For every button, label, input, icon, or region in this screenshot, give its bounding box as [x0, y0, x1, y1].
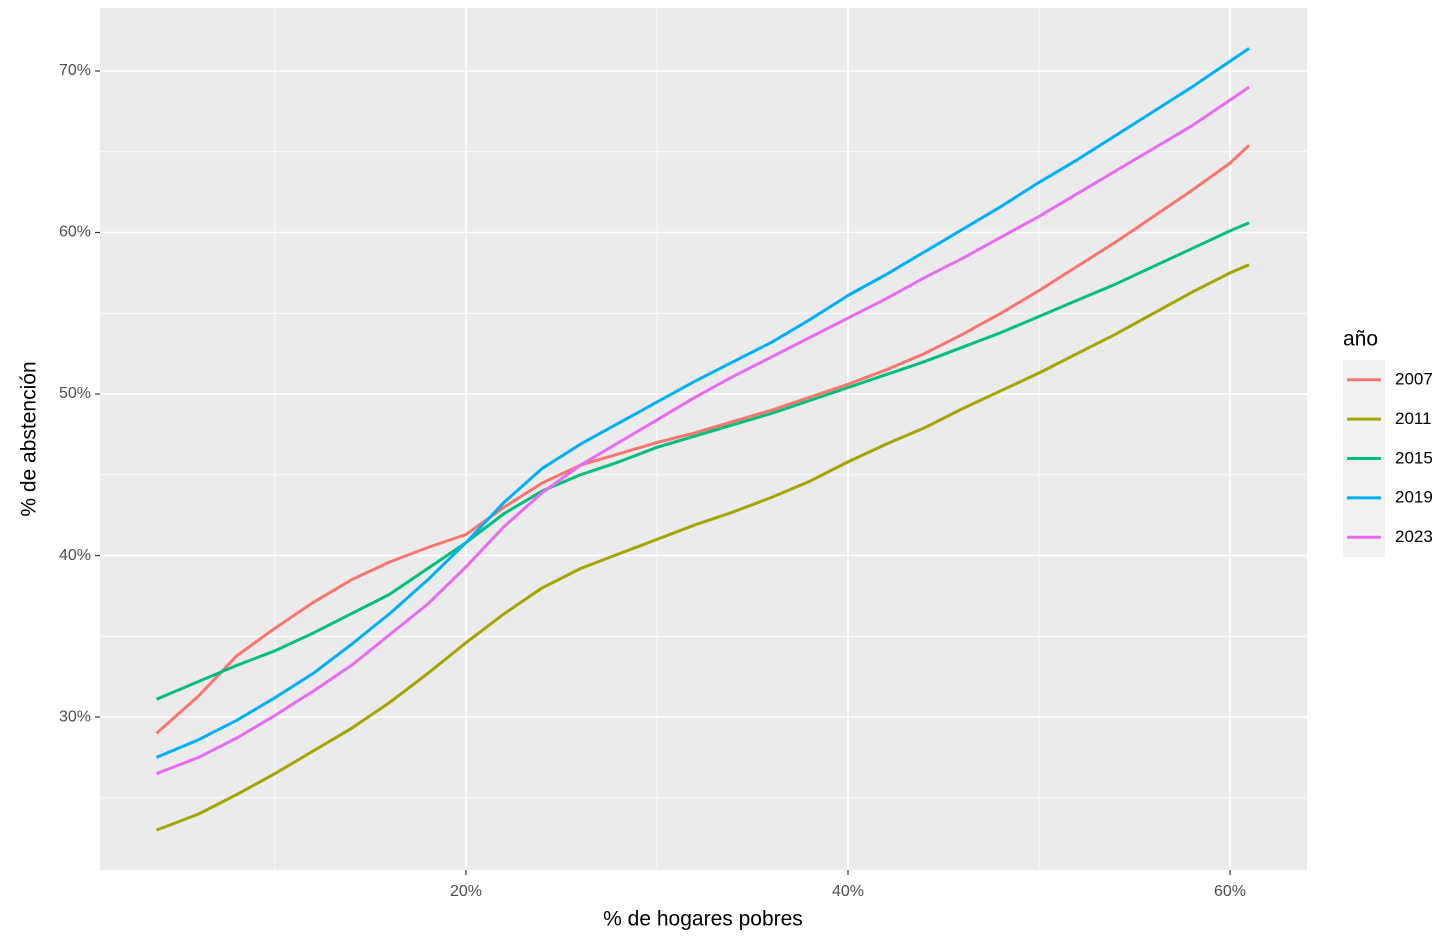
y-tick-label: 70% — [59, 62, 91, 79]
panel — [100, 8, 1307, 870]
line-series — [155, 144, 1251, 735]
line-series — [155, 263, 1250, 832]
y-tick-label: 40% — [59, 547, 91, 564]
legend-label: 2007 — [1395, 369, 1433, 388]
x-axis-title: % de hogares pobres — [603, 908, 803, 931]
line-series — [155, 221, 1250, 701]
x-tick-label: 20% — [450, 883, 482, 900]
y-tick-label: 60% — [59, 224, 91, 241]
legend-label: 2019 — [1395, 488, 1433, 507]
y-axis-title: % de abstención — [18, 361, 41, 516]
y-tick-label: 50% — [59, 385, 91, 402]
legend-label: 2023 — [1395, 527, 1433, 546]
legend-label: 2015 — [1395, 448, 1433, 467]
x-tick-label: 40% — [832, 883, 864, 900]
line-series — [155, 85, 1250, 775]
line-series — [155, 47, 1250, 759]
legend-label: 2011 — [1395, 409, 1432, 428]
x-tick-label: 60% — [1214, 883, 1246, 900]
legend-title: año — [1343, 328, 1378, 351]
y-tick-label: 30% — [59, 708, 91, 725]
